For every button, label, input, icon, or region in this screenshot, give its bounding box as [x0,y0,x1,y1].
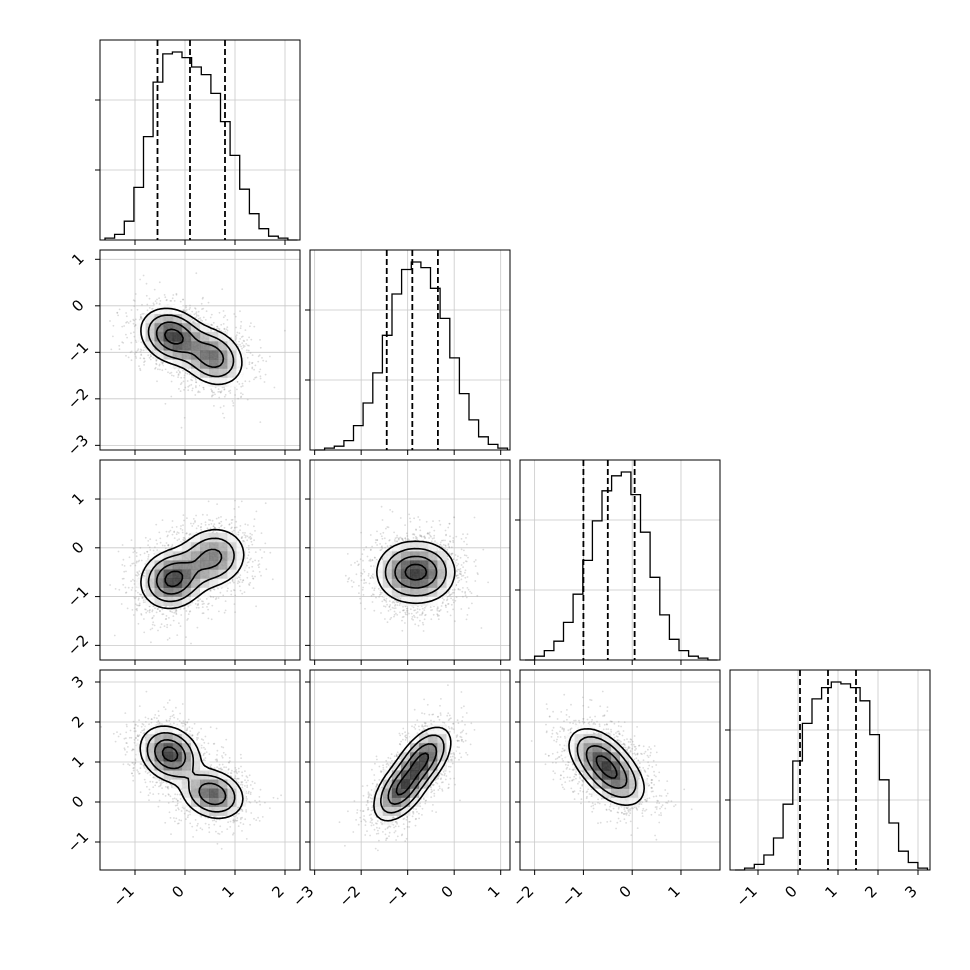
y-tick-label: −1 [64,828,92,856]
x-tick-label: −1 [382,882,410,910]
y-tick-label: −2 [64,631,92,659]
contour-level-3 [155,321,225,368]
panel-frame [309,459,511,661]
contour-level-4 [404,563,428,581]
x-tick-label: −1 [109,882,137,910]
contour-level-3 [155,548,223,595]
panel-1-3 [309,669,511,871]
panel-2-3 [519,669,721,871]
gridlines [100,670,300,870]
x-tick-label: 1 [484,882,503,901]
y-tick-label: −2 [64,385,92,413]
contour-level-3 [585,745,628,789]
x-tick-label: −2 [509,882,537,910]
panel-frame [519,459,721,661]
y-tick-label: 1 [68,250,87,269]
hist-panel-1 [305,249,511,451]
y-tick-label: 1 [68,489,87,508]
panel-frame [309,249,511,451]
panel-frame [309,669,511,871]
contour-level-1 [376,540,456,605]
gridlines [100,40,300,240]
contour-level-4 [395,752,430,796]
panel-frame [519,669,721,871]
y-tick-label: 1 [68,752,87,771]
x-tick-label: −1 [558,882,586,910]
contour-level-1 [140,307,243,386]
x-tick-label: 0 [781,882,800,901]
contour-level-3 [387,743,438,805]
panel-0-3 [99,669,301,871]
x-tick-label: −2 [336,882,364,910]
x-tick-label: 1 [664,882,683,901]
hist-panel-3 [725,669,931,871]
contour-level-4 [164,570,184,588]
panel-0-1 [99,249,301,451]
panel-frame [99,459,301,661]
histogram-steps [525,471,718,661]
contour-level-3 [154,739,227,806]
panel-frame [99,39,301,241]
panel-content [344,505,489,632]
y-tick-label: −3 [64,431,92,459]
gridlines [310,250,510,450]
x-tick-label: 1 [821,882,840,901]
hist-panel-2 [515,459,721,661]
gridlines [520,460,720,660]
y-tick-label: 3 [68,672,87,691]
hist-panel-0 [95,39,301,241]
panel-content [100,690,282,850]
x-tick-label: 2 [861,882,880,901]
x-tick-label: 3 [901,882,920,901]
panel-frame [99,669,301,871]
contour-level-2 [576,736,637,798]
contour-level-2 [146,732,236,813]
x-tick-label: 1 [218,882,237,901]
contour-level-2 [147,537,235,603]
x-tick-label: 0 [168,882,187,901]
contour-level-4 [164,328,184,345]
y-tick-label: 2 [68,712,87,731]
contour-level-1 [568,728,645,806]
contour-level-4 [161,746,179,762]
contour-level-1 [140,528,245,610]
contour-level-2 [380,734,445,814]
x-tick-label: −3 [289,882,317,910]
panel-frame [729,669,931,871]
corner-grid: −1 0 1 2 −3 −2 −1 0 1 −2 −1 0 1 −1 0 1 2 3−3−2−101−2−101−… [64,39,931,910]
x-tick-label: 0 [616,882,635,901]
y-tick-label: −1 [64,582,92,610]
contour-level-3 [394,555,438,589]
panel-content [109,272,286,429]
y-tick-label: −1 [64,338,92,366]
x-tick-label: 0 [438,882,457,901]
y-tick-label: 0 [68,538,87,557]
panel-content [338,684,476,852]
histogram-steps [315,261,509,451]
y-tick-label: 0 [68,792,87,811]
gridlines [100,250,300,450]
contour-level-2 [384,547,447,597]
contour-level-1 [139,725,244,820]
histogram-steps [735,681,929,871]
contour-level-1 [373,726,452,822]
gridlines [730,670,930,870]
x-tick-label: −1 [732,882,760,910]
panel-content [109,499,274,645]
panel-content [530,690,693,841]
panel-frame [99,249,301,451]
panel-0-2 [99,459,301,661]
contour-level-4 [595,755,618,779]
histogram-steps [104,51,298,241]
contour-level-2 [147,314,235,378]
x-tick-label: 2 [268,882,287,901]
panel-1-2 [309,459,511,661]
y-tick-label: 0 [68,296,87,315]
